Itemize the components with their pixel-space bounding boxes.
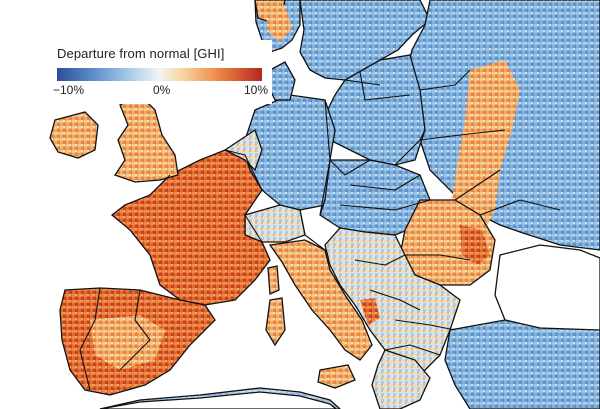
- central-spain-anomaly: [90, 315, 165, 370]
- legend-color-bar: [57, 68, 262, 81]
- legend: Departure from normal [GHI] −10% 0% 10%: [47, 40, 272, 104]
- black-sea: [494, 244, 600, 333]
- belarus-ukraine-anomaly: [452, 60, 520, 240]
- romania-region: [399, 199, 496, 286]
- turkey-region: [444, 319, 600, 409]
- sardinia: [265, 297, 286, 347]
- benelux-region: [223, 128, 263, 172]
- legend-ticks: −10% 0% 10%: [53, 83, 268, 97]
- corsica: [267, 265, 280, 295]
- great-britain: [113, 94, 179, 183]
- southern-scandinavia-anomaly: [265, 5, 292, 42]
- italy-region: [268, 239, 373, 361]
- legend-min-label: −10%: [53, 83, 85, 97]
- north-africa-land: [99, 391, 338, 409]
- country-borders: [79, 69, 561, 391]
- montenegro-anomaly: [360, 298, 380, 325]
- moldova-anomaly: [460, 225, 490, 265]
- ireland: [49, 111, 99, 159]
- legend-mid-label: 0%: [153, 83, 171, 97]
- legend-title: Departure from normal [GHI]: [57, 46, 225, 61]
- sicily: [317, 364, 356, 389]
- greece-region: [371, 349, 431, 409]
- balkans-region: [324, 227, 461, 376]
- legend-max-label: 10%: [243, 83, 268, 97]
